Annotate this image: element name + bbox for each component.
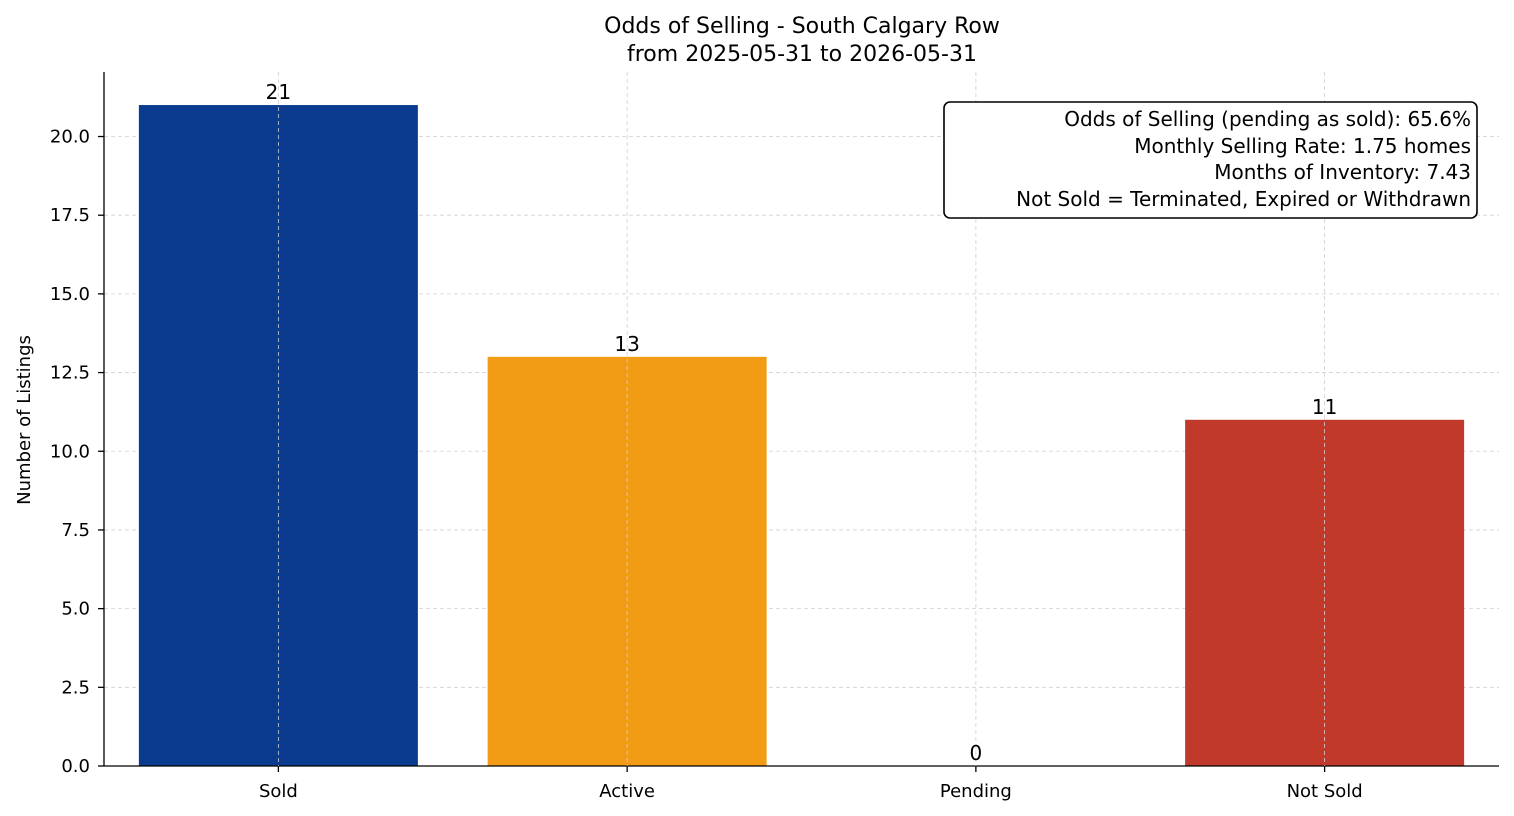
- y-tick-label: 2.5: [61, 677, 90, 698]
- labels-layer: 0.0 2.5 5.0 7.5 10.0 12.5 15.0 17.5 20.0 Sold Acti…: [50, 72, 1363, 802]
- x-tick-label: Sold: [259, 781, 298, 802]
- x-tick-label: Pending: [940, 781, 1012, 802]
- info-line-inventory: Months of Inventory: 7.43: [1214, 160, 1471, 184]
- y-tick-label: 5.0: [61, 599, 90, 620]
- info-box-frame: [943, 101, 1478, 219]
- bar-value-label: 13: [614, 332, 639, 356]
- bar-value-label: 11: [1312, 395, 1337, 419]
- y-tick-label: 7.5: [61, 520, 90, 541]
- bar-sold: [138, 105, 418, 767]
- info-line-odds: Odds of Selling (pending as sold): 65.6%: [1064, 107, 1471, 131]
- y-tick-label: 15.0: [50, 284, 90, 305]
- y-axis-label: Number of Listings: [14, 335, 35, 505]
- info-box: Odds of Selling (pending as sold): 65.6%…: [943, 101, 1478, 219]
- y-tick-label: 17.5: [50, 205, 90, 226]
- y-tick-label: 20.0: [50, 127, 90, 148]
- chart-subtitle: from 2025-05-31 to 2026-05-31: [627, 42, 977, 67]
- x-tick-label: Not Sold: [1287, 781, 1363, 802]
- y-tick-label: 0.0: [61, 756, 90, 777]
- info-line-selling-rate: Monthly Selling Rate: 1.75 homes: [1134, 134, 1471, 158]
- x-tick-label: Active: [599, 781, 655, 802]
- bar-value-label: 0: [970, 741, 983, 765]
- y-tick-label: 12.5: [50, 363, 90, 384]
- axes-layer: [98, 72, 1499, 772]
- bar-value-label: 21: [266, 80, 291, 104]
- chart-title: Odds of Selling - South Calgary Row: [604, 14, 1000, 39]
- y-tick-label: 10.0: [50, 441, 90, 462]
- info-line-not-sold-definition: Not Sold = Terminated, Expired or Withdr…: [1016, 187, 1471, 211]
